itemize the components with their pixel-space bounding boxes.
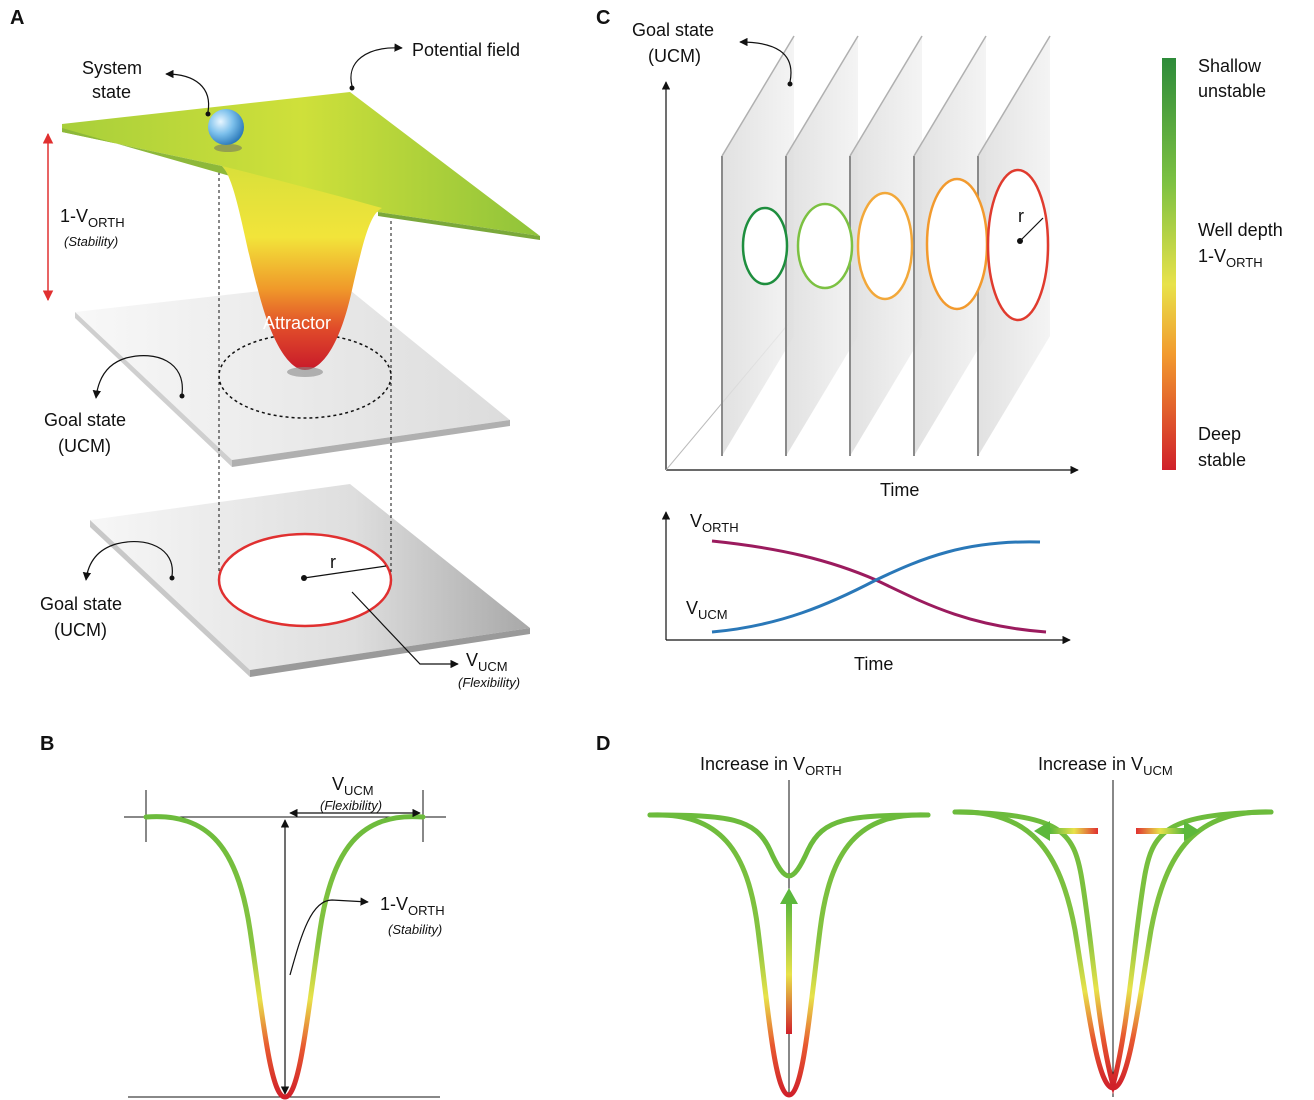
- attractor-footprint: [218, 333, 392, 419]
- stability-pointer-b: [289, 897, 369, 976]
- ball-shadow: [214, 144, 242, 152]
- panel-label-b: B: [40, 733, 54, 755]
- d-left-deep-well: [647, 812, 931, 1098]
- vucm-label-c: VUCM: [686, 598, 728, 622]
- panel-label-d: D: [596, 733, 610, 755]
- colorbar-mid-2: 1-VORTH: [1198, 246, 1263, 270]
- c-goal-state-2: (UCM): [648, 46, 701, 66]
- colorbar-top-1: Shallow: [1198, 56, 1262, 76]
- system-state-label-2: state: [92, 82, 131, 102]
- potential-field-arrow: [350, 43, 403, 87]
- system-state-ball: [208, 109, 244, 145]
- color-bar: [1162, 58, 1176, 470]
- c-radius-line: [1019, 217, 1044, 242]
- ucm-ellipse-4: [925, 177, 989, 311]
- panel-label-c: C: [596, 7, 610, 29]
- vucm-pointer: [351, 591, 459, 669]
- colorbar-top-2: unstable: [1198, 81, 1266, 101]
- panel-b: VUCM (Flexibility) 1-VORTH (Stability): [124, 774, 446, 1100]
- vorth-label: VORTH: [690, 511, 739, 535]
- colorbar-bottom-1: Deep: [1198, 424, 1241, 444]
- stability-note-b: (Stability): [388, 922, 442, 937]
- color-bar-legend: Shallow unstable Well depth 1-VORTH Deep…: [1162, 56, 1283, 470]
- potential-field-label: Potential field: [412, 40, 520, 60]
- well-shadow: [287, 367, 323, 377]
- d-up-arrow-head: [780, 888, 798, 904]
- goal-state-middle-2: (UCM): [58, 436, 111, 456]
- colorbar-bottom-2: stable: [1198, 450, 1246, 470]
- system-state-arrow: [165, 69, 210, 113]
- ucm-ellipse-5: [986, 168, 1050, 322]
- panel-label-a: A: [10, 7, 24, 29]
- panel-a: Attractor r System state Potential field…: [40, 40, 540, 690]
- c-time-label-top: Time: [880, 480, 919, 500]
- vorth-curve: [711, 539, 1047, 634]
- flexibility-note-a: (Flexibility): [458, 675, 520, 690]
- goal-state-middle-1: Goal state: [44, 410, 126, 430]
- goal-state-bottom-1: Goal state: [40, 594, 122, 614]
- ucm-ellipse-1: [741, 206, 789, 286]
- d-left-title: Increase in VORTH: [700, 754, 842, 778]
- goal-state-arrow-bottom: [82, 540, 173, 581]
- flexibility-note-b: (Flexibility): [320, 798, 382, 813]
- well-curve-b: [143, 814, 426, 1100]
- stability-label-b: 1-VORTH: [380, 894, 445, 918]
- vucm-curve: [711, 540, 1041, 634]
- d-right-arrow-shaft: [1136, 828, 1184, 834]
- panel-d: Increase in VORTH Increase in VUCM: [647, 754, 1274, 1098]
- d-up-arrow-shaft: [786, 902, 792, 1034]
- c-radius-label: r: [1018, 206, 1024, 226]
- radius-label: r: [330, 552, 336, 572]
- ucm-ellipse-2: [796, 202, 854, 290]
- c-time-label-bottom: Time: [854, 654, 893, 674]
- system-state-label-1: System: [82, 58, 142, 78]
- d-left-shallow-well: [647, 812, 931, 879]
- d-right-wide-well: [952, 809, 1274, 1095]
- stability-note: (Stability): [64, 234, 118, 249]
- d-right-arrow-head: [1184, 821, 1200, 841]
- d-left-arrow-shaft: [1050, 828, 1098, 834]
- c-goal-state-1: Goal state: [632, 20, 714, 40]
- attractor-label: Attractor: [263, 313, 331, 333]
- d-right-title: Increase in VUCM: [1038, 754, 1173, 778]
- colorbar-mid-1: Well depth: [1198, 220, 1283, 240]
- vucm-label-a: VUCM: [466, 650, 508, 674]
- goal-state-arrow-middle: [92, 355, 183, 399]
- projection-lines: [218, 172, 392, 575]
- vucm-label-b: VUCM: [332, 774, 374, 798]
- ucm-ellipse-3: [856, 191, 914, 301]
- potential-field-surface: [62, 92, 540, 370]
- stability-label: 1-VORTH: [60, 206, 125, 230]
- c-goal-state-arrow: [739, 37, 792, 83]
- panel-c: r Goal state (UCM) Time VORTH VUCM Time: [632, 20, 1079, 674]
- d-left-arrow-head: [1034, 821, 1050, 841]
- radius-line: [303, 565, 387, 579]
- goal-state-bottom-2: (UCM): [54, 620, 107, 640]
